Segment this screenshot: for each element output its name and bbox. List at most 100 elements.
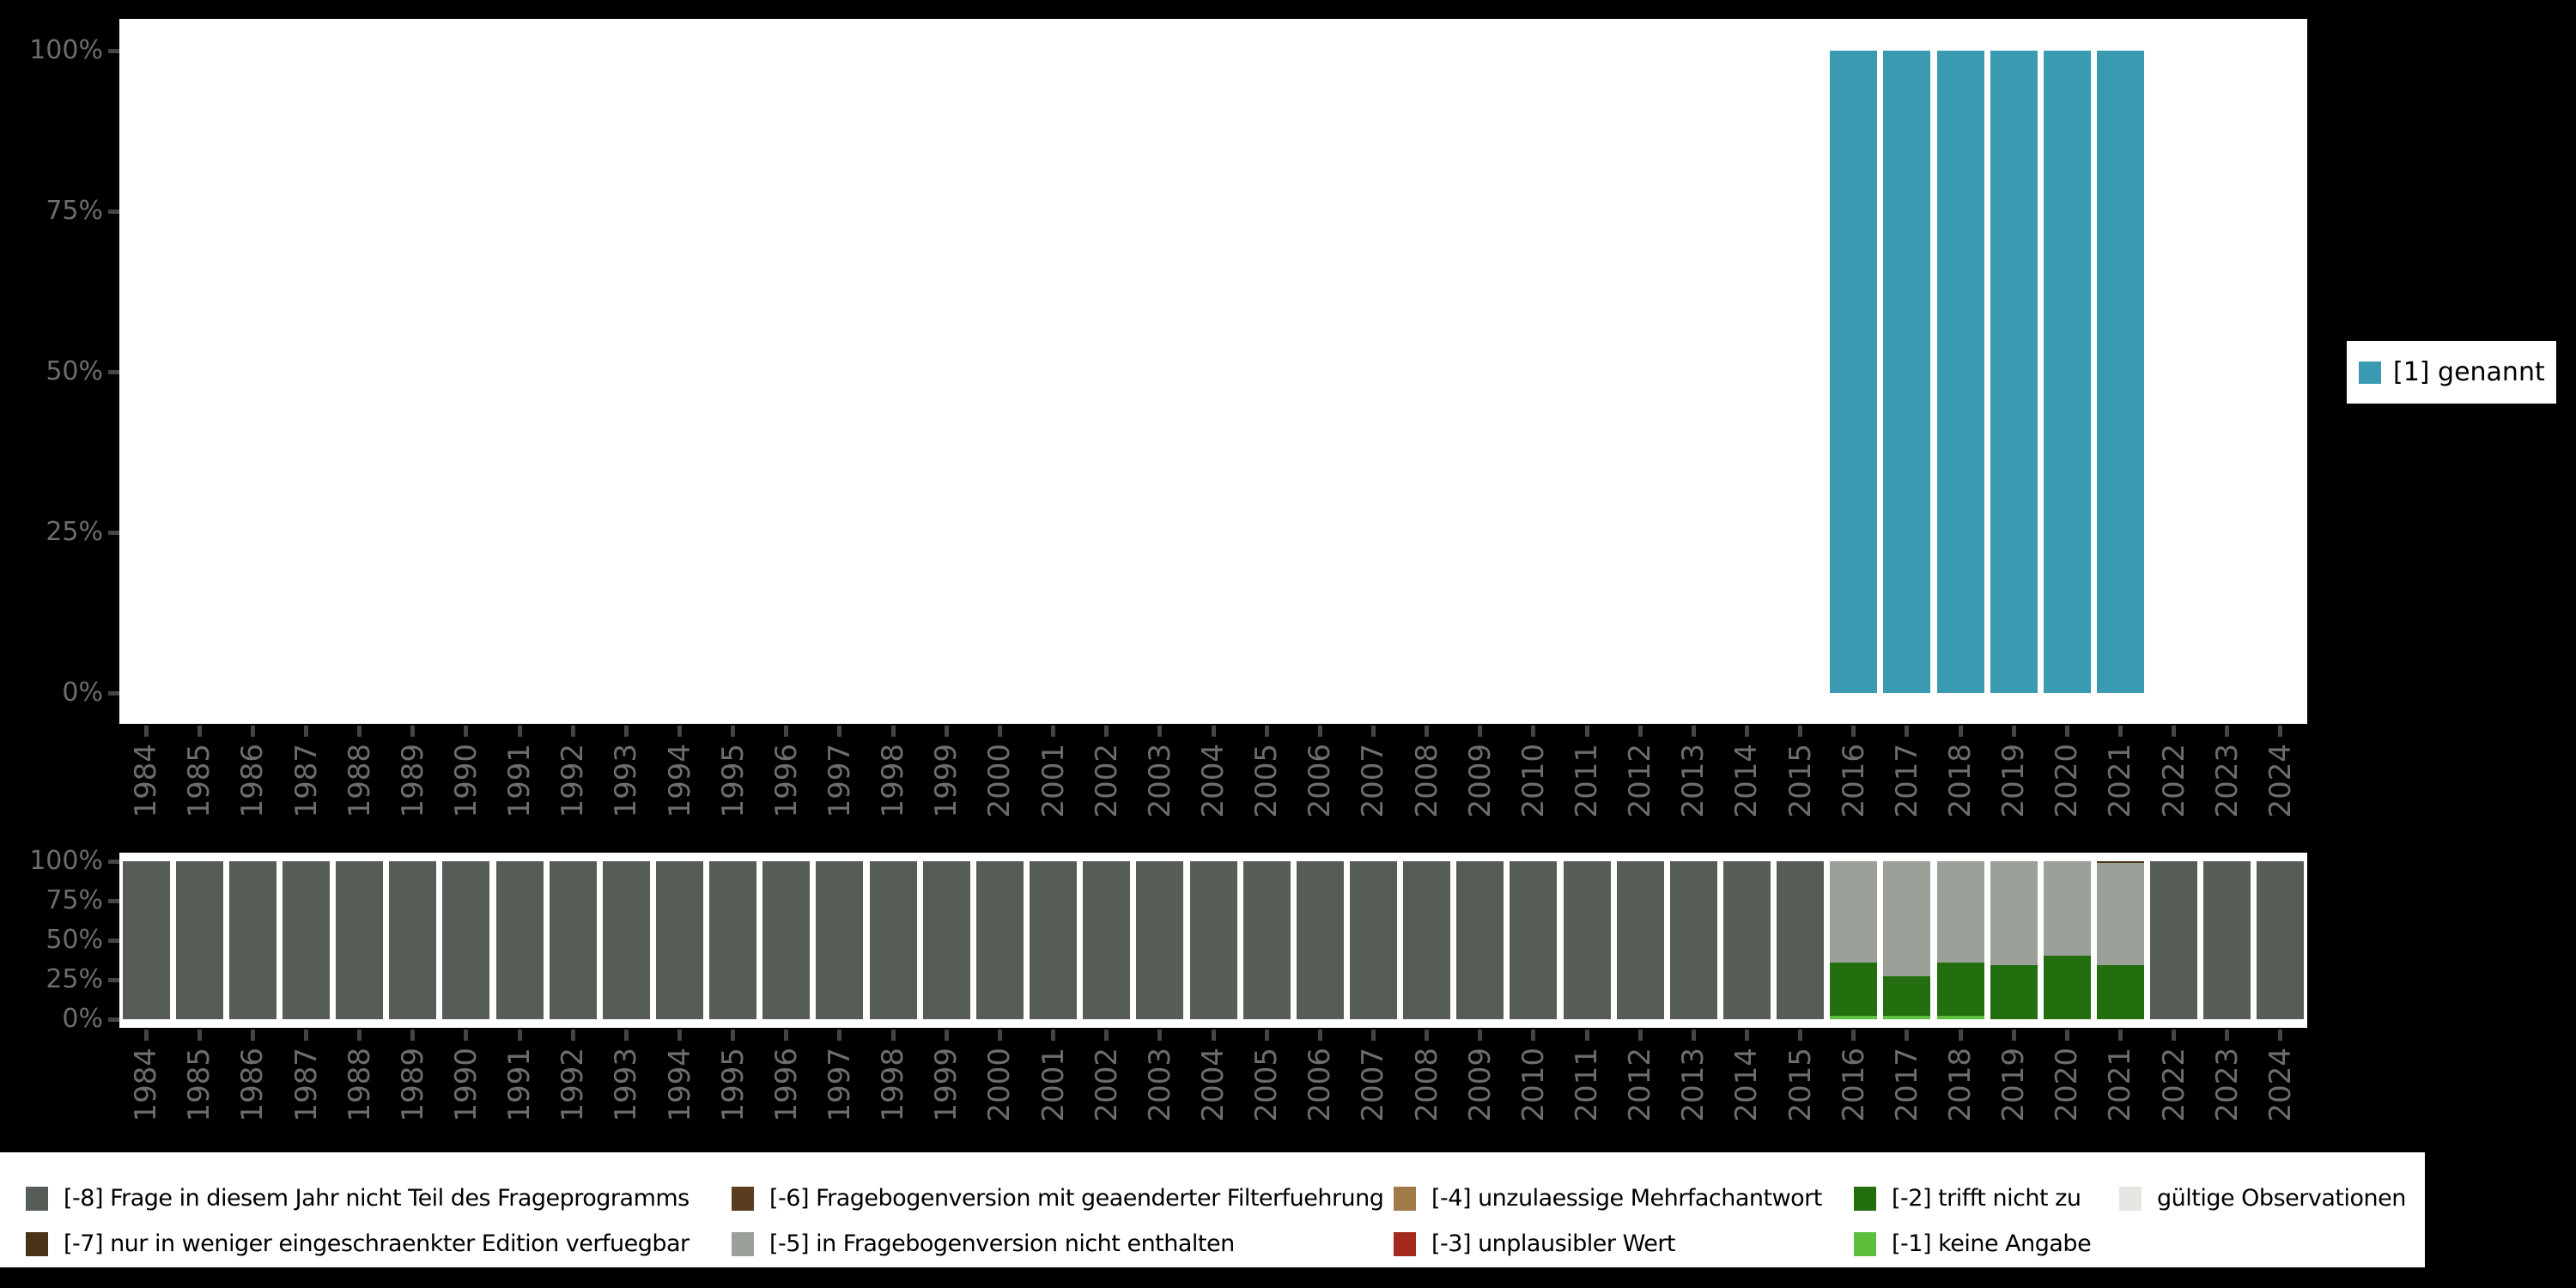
bar-segment--8 [762,861,811,1019]
x-axis-year-label: 1988 [342,744,377,818]
x-axis-tick [997,726,1002,737]
x-axis-year-label: 2001 [1036,1048,1071,1122]
x-axis-tick [731,726,736,737]
x-axis-tick [677,1030,683,1041]
bar-segment--8 [1349,861,1397,1019]
x-axis-year-label: 2017 [1889,744,1924,818]
x-axis-tick [143,1030,149,1041]
legend-label--2: [-2] trifft nicht zu [1892,1185,2081,1212]
x-axis-year-label: 1991 [502,744,538,818]
x-axis-tick [464,726,469,737]
x-axis-tick [1798,1030,1803,1041]
x-axis-tick [1584,1030,1589,1041]
x-axis-tick [2172,726,2177,737]
bar-segment--2 [1830,962,1878,1017]
legend-swatch--4 [1394,1187,1416,1211]
y-axis-tick [108,859,119,864]
x-axis-year-label: 2016 [1836,744,1871,818]
x-axis-year-label: 1984 [129,1048,164,1122]
y-axis-tick [108,369,119,374]
legend-label--4: [-4] unzulaessige Mehrfachantwort [1431,1185,1822,1212]
x-axis-tick [304,726,308,737]
x-axis-tick [890,726,896,737]
legend-swatch--8 [26,1187,48,1211]
x-axis-tick [1211,726,1216,737]
x-axis-tick [623,1030,629,1041]
x-axis-tick [837,1030,842,1041]
x-axis-tick [1584,726,1589,737]
y-axis-tick [108,977,119,982]
x-axis-tick [570,1030,575,1041]
x-axis-tick [1317,1030,1322,1041]
x-axis-year-label: 2021 [2103,1048,2138,1122]
bar-segment--7 [2096,861,2144,863]
bar-segment--8 [1083,861,1131,1019]
x-axis-tick [2011,1030,2016,1041]
y-axis-tick [108,1017,119,1022]
bar-segment--8 [602,861,650,1019]
x-axis-year-label: 2020 [2050,1048,2085,1122]
legend-label--5: [-5] in Fragebogenversion nicht enthalte… [769,1230,1235,1257]
x-axis-year-label: 1990 [448,744,483,818]
y-axis-label: 0% [62,677,103,708]
x-axis-year-label: 1999 [929,744,964,818]
x-axis-year-label: 2005 [1249,744,1285,818]
x-axis-year-label: 2003 [1142,1048,1177,1122]
bar-genannt [1830,51,1878,693]
x-axis-year-label: 2018 [1943,744,1978,818]
x-axis-tick [2117,726,2123,737]
x-axis-tick [1370,1030,1376,1041]
legend-label--6: [-6] Fragebogenversion mit geaenderter F… [769,1185,1384,1212]
y-axis-tick [108,530,119,535]
x-axis-year-label: 2024 [2263,1048,2298,1122]
x-axis-year-label: 2014 [1729,744,1765,818]
x-axis-year-label: 2017 [1889,1048,1924,1122]
x-axis-tick [1317,726,1322,737]
x-axis-tick [1478,726,1483,737]
x-axis-tick [1531,1030,1536,1041]
x-axis-tick [1104,726,1109,737]
x-axis-year-label: 2023 [2209,1048,2245,1122]
bar-genannt [2096,51,2144,693]
x-axis-year-label: 2002 [1089,744,1124,818]
x-axis-year-label: 1997 [822,1048,857,1122]
x-axis-tick [2278,726,2283,737]
x-axis-year-label: 2012 [1623,744,1658,818]
x-axis-year-label: 2011 [1570,1048,1605,1122]
x-axis-tick [250,726,255,737]
x-axis-year-label: 2003 [1142,744,1177,818]
legend-label--1: [-1] keine Angabe [1892,1230,2092,1257]
bar-segment--2 [2096,965,2144,1019]
x-axis-tick [731,1030,736,1041]
x-axis-year-label: 2015 [1783,1048,1818,1122]
x-axis-year-label: 1989 [395,1048,430,1122]
x-axis-tick [1211,1030,1216,1041]
x-axis-year-label: 1986 [235,744,270,818]
x-axis-tick [1958,726,1963,737]
bar-genannt [1883,51,1931,693]
x-axis-year-label: 1987 [289,1048,324,1122]
legend-swatch--2 [1854,1187,1876,1211]
x-axis-year-label: 2015 [1783,744,1818,818]
x-axis-tick [1905,1030,1910,1041]
bar-segment--8 [922,861,970,1019]
x-axis-tick [250,1030,255,1041]
x-axis-tick [997,1030,1002,1041]
legend-label--3: [-3] unplausibler Wert [1431,1230,1676,1257]
bar-segment--8 [549,861,597,1019]
x-axis-tick [1637,726,1643,737]
legend-label-genannt: [1] genannt [2393,357,2545,387]
bar-segment--8 [1296,861,1344,1019]
bar-segment--5 [1830,861,1878,963]
x-axis-tick [1637,1030,1643,1041]
legend-swatch-valid [2119,1187,2142,1211]
x-axis-year-label: 1996 [769,1048,804,1122]
x-axis-tick [143,726,149,737]
missing-codes-legend: [-8] Frage in diesem Jahr nicht Teil des… [0,1152,2425,1267]
y-axis-label: 0% [62,1004,103,1034]
x-axis-tick [1051,1030,1056,1041]
x-axis-year-label: 2001 [1036,744,1071,818]
bar-segment--8 [2150,861,2198,1019]
bar-genannt [1936,51,1984,693]
